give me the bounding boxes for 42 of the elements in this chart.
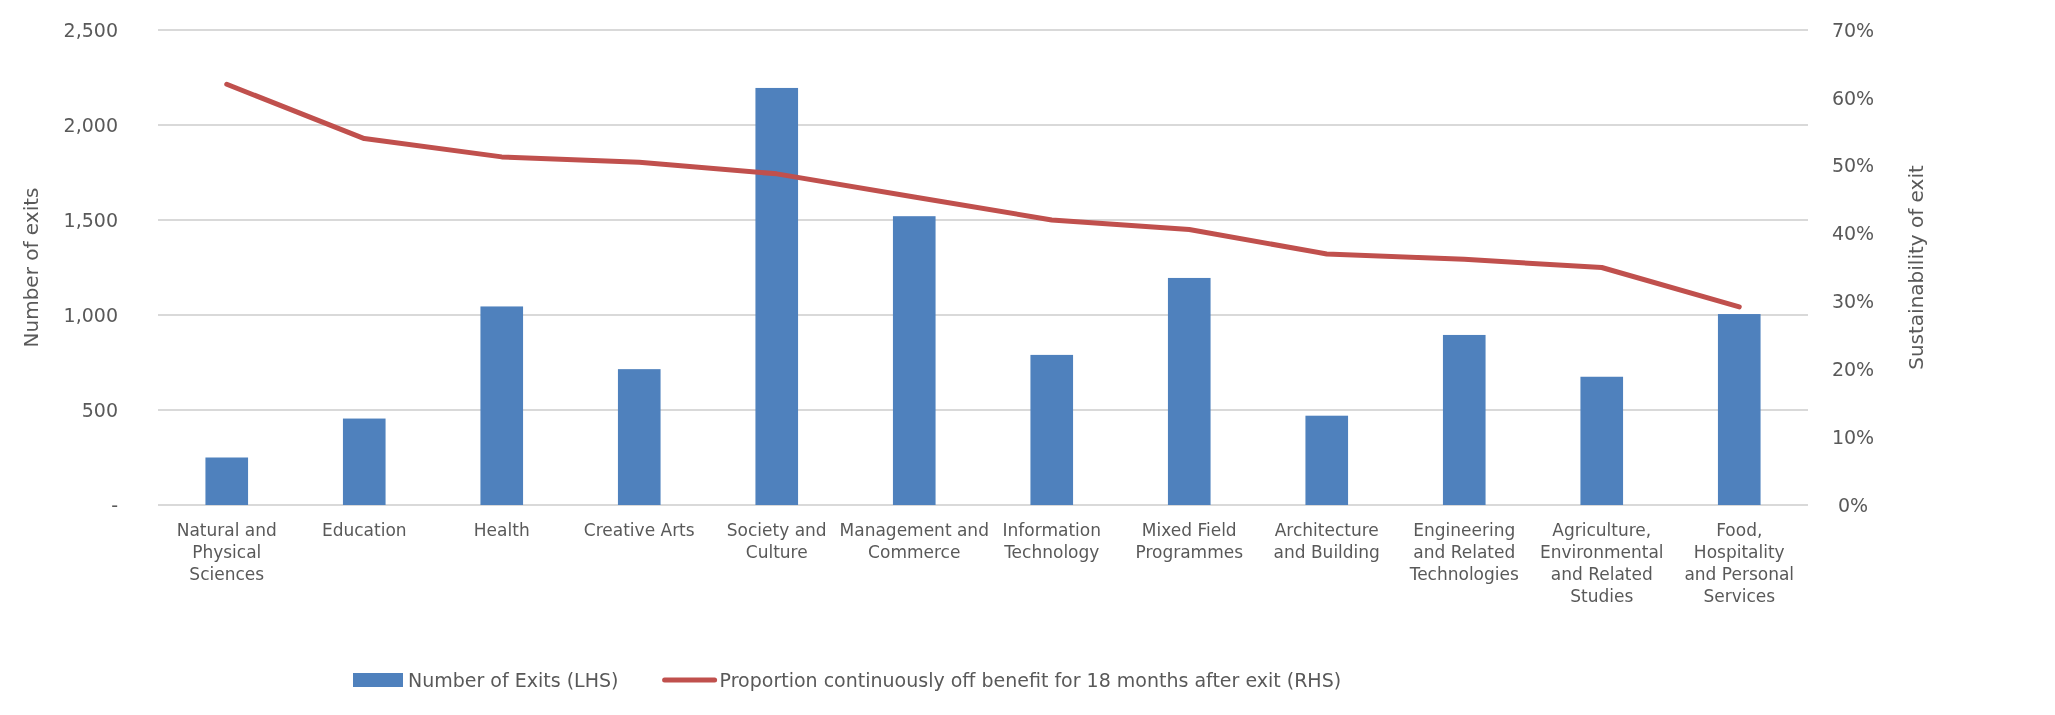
y-tick-label: 1,000 — [63, 303, 118, 326]
bar — [755, 87, 799, 505]
bar — [1717, 314, 1761, 505]
legend-label: Proportion continuously off benefit for 18 months after exit (RHS) — [719, 668, 1342, 691]
x-tick-label: Agriculture, Environmental and Related Studies — [1539, 520, 1664, 606]
x-tick-label: Engineering and Related Technologies — [1408, 520, 1519, 584]
y-tick-label: 1,500 — [63, 208, 118, 231]
y-tick-label: - — [111, 493, 118, 516]
x-tick-label: Architecture and Building — [1273, 520, 1380, 562]
y-tick-label: 500 — [81, 398, 118, 421]
bar — [1442, 334, 1486, 505]
y2-axis-title: Sustainability of exit — [1904, 165, 1928, 370]
y2-tick-label: 20% — [1831, 357, 1875, 380]
bar — [892, 216, 936, 505]
legend-label: Number of Exits (LHS) — [408, 668, 619, 691]
y-tick-label: 2,000 — [63, 113, 118, 136]
bar — [1167, 277, 1211, 505]
bar — [1030, 354, 1074, 505]
x-tick-label: Education — [321, 520, 407, 540]
x-tick-label: Information Technology — [1002, 520, 1101, 562]
y2-tick-label: 40% — [1831, 222, 1875, 245]
y2-tick-label: 70% — [1831, 18, 1875, 41]
x-tick-label: Health — [473, 520, 530, 540]
y-tick-label: 2,500 — [63, 18, 118, 41]
x-tick-label: Management and Commerce — [839, 520, 989, 562]
y2-tick-label: 60% — [1831, 86, 1875, 109]
bar — [617, 369, 661, 505]
x-tick-label: Natural and Physical Sciences — [176, 520, 277, 584]
y2-tick-label: 10% — [1831, 425, 1875, 448]
bar — [1305, 415, 1349, 505]
y2-tick-label: 50% — [1831, 154, 1875, 177]
y2-tick-label: 0% — [1837, 493, 1869, 516]
y-axis-title: Number of exits — [19, 187, 43, 348]
bar — [480, 306, 524, 505]
x-tick-label: Food, Hospitality and Personal Services — [1684, 520, 1795, 606]
x-tick-label: Creative Arts — [583, 520, 695, 540]
x-tick-label: Society and Culture — [726, 520, 827, 562]
y2-tick-label: 30% — [1831, 290, 1875, 313]
x-tick-label: Mixed Field Programmes — [1135, 520, 1244, 562]
bar — [1580, 376, 1624, 505]
bar — [342, 418, 386, 505]
bar — [205, 457, 249, 505]
